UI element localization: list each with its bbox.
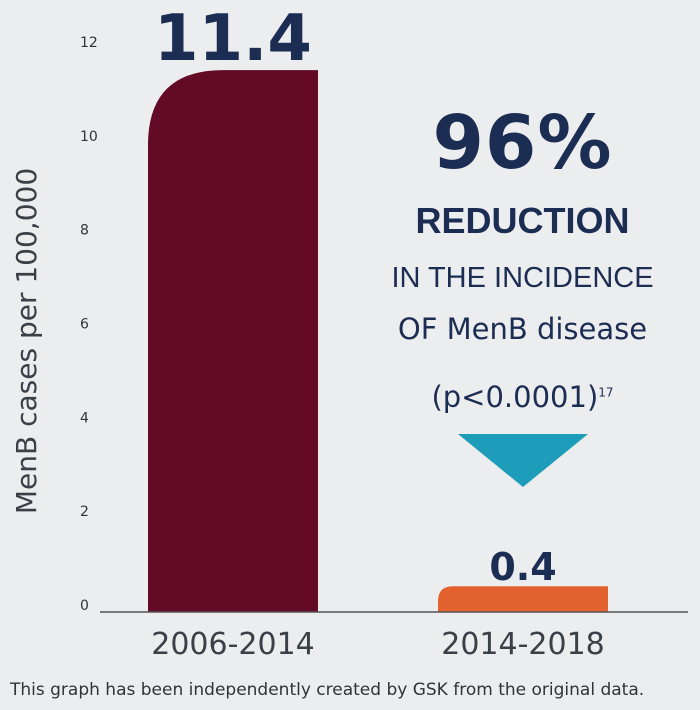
x-category-2006-2014: 2006-2014 <box>151 627 315 662</box>
reduction-line-1: IN THE INCIDENCE <box>391 262 654 294</box>
y-tick-8: 8 <box>80 223 89 239</box>
reference-superscript: 17 <box>598 385 614 400</box>
down-arrow-icon <box>458 434 588 487</box>
bars: 11.4 0.4 <box>148 2 608 612</box>
y-tick-2: 2 <box>80 504 89 520</box>
y-tick-6: 6 <box>80 317 89 333</box>
x-axis-categories: 2006-2014 2014-2018 <box>151 627 605 662</box>
reduction-line-2: OF MenB disease <box>397 312 648 346</box>
p-value: (p<0.0001)17 <box>380 380 665 414</box>
y-axis-label: MenB cases per 100,000 <box>10 168 43 514</box>
bar-2014-2018 <box>438 586 608 612</box>
y-tick-4: 4 <box>80 410 89 426</box>
x-category-2014-2018: 2014-2018 <box>441 627 605 662</box>
reduction-percent: 96% <box>432 100 613 186</box>
reduction-heading: REDUCTION <box>415 200 630 241</box>
bar-2006-2014 <box>148 70 318 612</box>
y-tick-10: 10 <box>80 129 98 145</box>
y-tick-12: 12 <box>80 35 98 51</box>
data-label-2014-2018: 0.4 <box>489 545 556 589</box>
p-value-text: (p<0.0001) <box>431 380 599 414</box>
y-axis-ticks: 0 2 4 6 8 10 12 <box>80 35 98 614</box>
footnote: This graph has been independently create… <box>10 680 645 700</box>
data-label-2006-2014: 11.4 <box>154 2 312 76</box>
y-tick-0: 0 <box>80 598 89 614</box>
